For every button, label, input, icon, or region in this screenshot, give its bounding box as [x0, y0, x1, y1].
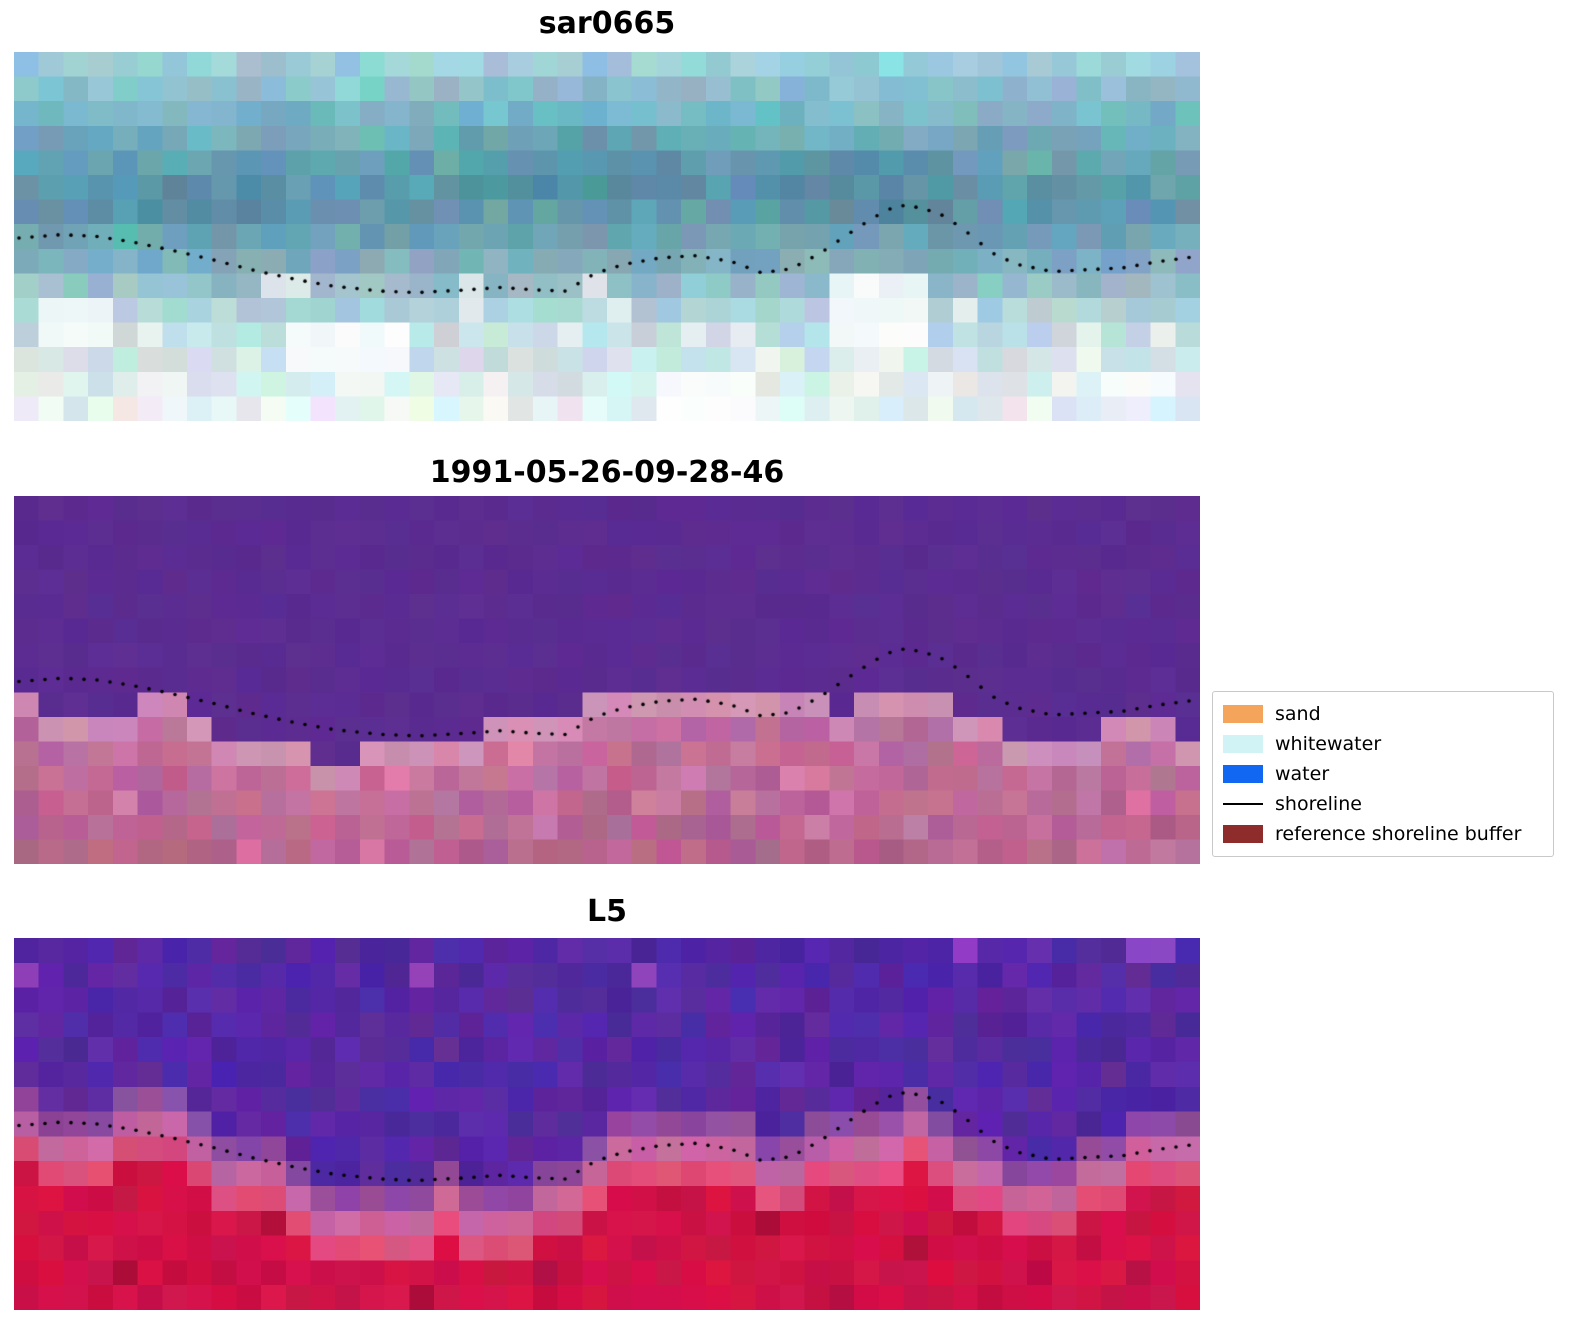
shoreline-line-swatch	[1223, 803, 1263, 805]
legend-label-reference-buffer: reference shoreline buffer	[1275, 823, 1522, 845]
shoreline-dots-overlay	[14, 938, 1200, 1310]
satellite-rgb-image	[14, 52, 1200, 421]
legend-row-shoreline: shoreline	[1223, 789, 1543, 819]
legend-label-water: water	[1275, 763, 1330, 785]
water-swatch	[1223, 765, 1263, 783]
reference-buffer-swatch	[1223, 825, 1263, 843]
legend-label-sand: sand	[1275, 703, 1321, 725]
l5-false-color-image	[14, 938, 1200, 1310]
legend-label-shoreline: shoreline	[1275, 793, 1362, 815]
shoreline-dots-overlay	[14, 496, 1200, 864]
panel-title-sar0665: sar0665	[538, 6, 676, 41]
legend-label-whitewater: whitewater	[1275, 733, 1382, 755]
legend-row-water: water	[1223, 759, 1543, 789]
shoreline-dots-overlay	[14, 52, 1200, 421]
sand-swatch	[1223, 705, 1263, 723]
panel-title-date: 1991-05-26-09-28-46	[429, 455, 785, 490]
legend-row-reference-buffer: reference shoreline buffer	[1223, 819, 1543, 849]
legend: sand whitewater water shoreline referenc…	[1212, 691, 1554, 857]
legend-row-sand: sand	[1223, 699, 1543, 729]
classified-image	[14, 496, 1200, 864]
panel-title-l5: L5	[587, 894, 627, 929]
whitewater-swatch	[1223, 735, 1263, 753]
legend-row-whitewater: whitewater	[1223, 729, 1543, 759]
